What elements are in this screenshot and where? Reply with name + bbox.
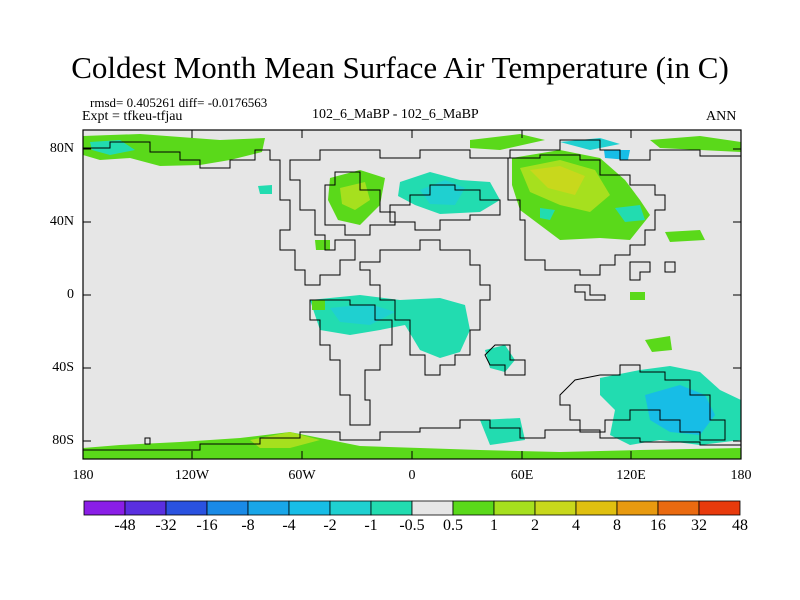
coastlines (83, 139, 741, 451)
x-tick-label: 180 (72, 468, 94, 483)
y-tick-label: 40S (52, 360, 74, 375)
map-title: Coldest Month Mean Surface Air Temperatu… (71, 50, 729, 85)
x-tick-label: 120E (616, 468, 646, 483)
colorbar-label: 2 (531, 517, 539, 534)
colorbar-label: 16 (650, 517, 666, 534)
colorbar-swatch (124, 500, 167, 516)
colorbar-swatch (575, 500, 618, 516)
x-tick-label: 120W (174, 468, 210, 483)
colorbar-swatch (370, 500, 413, 516)
anomaly-fields (83, 134, 741, 459)
colorbar-swatch (534, 500, 577, 516)
colorbar-swatch (452, 500, 495, 516)
y-tick-label: 80S (52, 433, 74, 448)
colorbar-label: -1 (364, 517, 378, 534)
y-tick-label: 40N (49, 214, 74, 229)
x-tick-label: 60E (510, 468, 534, 483)
colorbar-label: -2 (323, 517, 337, 534)
colorbar-label: -8 (241, 517, 255, 534)
y-tick-label: 0 (67, 287, 74, 302)
colorbar-swatch (165, 500, 208, 516)
colorbar-label: 4 (572, 517, 580, 534)
colorbar-label: -16 (196, 517, 218, 534)
tick-marks (83, 130, 741, 459)
x-tick-label: 60W (288, 468, 316, 483)
colorbar-swatch (83, 500, 126, 516)
x-tick-label: 180 (730, 468, 752, 483)
colorbar-label: 32 (691, 517, 707, 534)
colorbar-swatch (288, 500, 331, 516)
colorbar-swatch (493, 500, 536, 516)
colorbar-label: 1 (490, 517, 498, 534)
colorbar-swatch (206, 500, 249, 516)
season-label: ANN (706, 109, 737, 124)
colorbar-swatch (247, 500, 290, 516)
colorbar-label: 0.5 (443, 517, 463, 534)
colorbar-label: -48 (114, 517, 136, 534)
stats-label: rmsd= 0.405261 diff= -0.0176563 (90, 95, 268, 110)
x-tick-label: 0 (408, 468, 416, 483)
colorbar-label: -32 (155, 517, 177, 534)
colorbar-swatch (698, 500, 741, 516)
colorbar-swatch (411, 500, 454, 516)
colorbar-label: -4 (282, 517, 296, 534)
colorbar-swatch (657, 500, 700, 516)
colorbar-label: -0.5 (399, 517, 425, 534)
colorbar-swatch (616, 500, 659, 516)
colorbar (83, 500, 741, 516)
center-label: 102_6_MaBP - 102_6_MaBP (312, 107, 479, 122)
colorbar-swatch (329, 500, 372, 516)
experiment-label: Expt = tfkeu-tfjau (82, 109, 183, 124)
colorbar-label: 8 (613, 517, 621, 534)
colorbar-label: 48 (732, 517, 748, 534)
y-tick-label: 80N (49, 141, 74, 156)
